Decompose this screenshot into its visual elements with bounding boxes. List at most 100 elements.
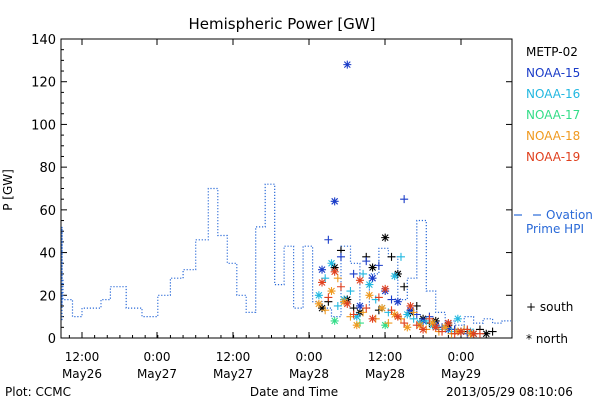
south-point [450, 329, 459, 338]
north-point [352, 312, 361, 321]
north-point [444, 319, 453, 328]
north-point [355, 276, 364, 285]
south-point [425, 314, 434, 323]
south-point [400, 319, 409, 328]
x-tick-date: May27 [213, 367, 253, 381]
x-tick-time: 0:00 [296, 350, 323, 364]
series-noaa-19 [318, 267, 484, 338]
north-point [330, 316, 339, 325]
south-point [384, 319, 393, 328]
x-tick-time: 12:00 [65, 350, 100, 364]
south-point [324, 293, 333, 302]
x-axis-label: Date and Time [250, 385, 338, 399]
north-point [441, 323, 450, 332]
x-tick-time: 12:00 [368, 350, 403, 364]
north-point [318, 278, 327, 287]
south-point [396, 252, 405, 261]
y-tick-label: 140 [31, 33, 56, 48]
north-point [406, 306, 415, 315]
legend-entry: NOAA-15 [526, 66, 580, 80]
x-tick-date: May27 [137, 367, 177, 381]
north-point [330, 267, 339, 276]
north-point [444, 325, 453, 334]
north-point [453, 314, 462, 323]
y-tick-label: 40 [39, 247, 56, 262]
series-metp-02 [318, 233, 497, 338]
south-point [321, 274, 330, 283]
ovation-label-line2: Prime HPI [526, 222, 584, 236]
north-point [314, 291, 323, 300]
north-point [393, 312, 402, 321]
north-point [340, 297, 349, 306]
north-point [365, 280, 374, 289]
south-point [349, 269, 358, 278]
south-point [374, 261, 383, 270]
south-point [324, 235, 333, 244]
south-point [475, 329, 484, 338]
legend-entry: NOAA-16 [526, 87, 580, 101]
north-point [343, 60, 352, 69]
x-tick-time: 0:00 [448, 350, 475, 364]
north-point [393, 269, 402, 278]
y-tick-label: 60 [39, 204, 56, 219]
south-point [349, 310, 358, 319]
north-point [428, 319, 437, 328]
north-point [403, 323, 412, 332]
south-point [333, 274, 342, 283]
footer-timestamp: 2013/05/29 08:10:06 [446, 385, 573, 399]
legend-entry: NOAA-18 [526, 129, 580, 143]
x-tick-time: 0:00 [144, 350, 171, 364]
south-point [463, 325, 472, 334]
north-point [368, 263, 377, 272]
south-point [362, 304, 371, 313]
north-point [318, 265, 327, 274]
north-point [314, 299, 323, 308]
north-point [327, 287, 336, 296]
x-tick-date: May26 [62, 367, 102, 381]
footer-credit: Plot: CCMC [5, 385, 71, 399]
north-point [327, 259, 336, 268]
y-axis: 0 20 40 60 80 100 120 140 [31, 33, 512, 347]
north-point [368, 314, 377, 323]
south-point [374, 293, 383, 302]
north-point [431, 323, 440, 332]
symbol-key-south: + south [526, 300, 573, 314]
series-noaa-17 [330, 316, 390, 330]
south-point [346, 287, 355, 296]
north-point [406, 301, 415, 310]
south-point [321, 306, 330, 315]
y-tick-label: 20 [39, 289, 56, 304]
north-point [431, 316, 440, 325]
x-tick-time: 12:00 [216, 350, 251, 364]
south-point [412, 321, 421, 330]
south-point [488, 327, 497, 336]
south-point [336, 282, 345, 291]
x-tick-date: May28 [365, 367, 405, 381]
south-point [359, 269, 368, 278]
data-series [61, 60, 511, 338]
y-tick-label: 100 [31, 118, 56, 133]
north-point [355, 301, 364, 310]
south-point [359, 308, 368, 317]
south-point [387, 306, 396, 315]
north-point [469, 329, 478, 338]
ovation-hpi-line [61, 183, 511, 326]
x-tick-date: May28 [289, 367, 329, 381]
y-tick-label: 0 [48, 332, 56, 347]
south-point [336, 252, 345, 261]
legend-entry: NOAA-17 [526, 108, 580, 122]
south-point [438, 327, 447, 336]
south-point [400, 195, 409, 204]
north-point [457, 327, 465, 336]
y-tick-label: 80 [39, 161, 56, 176]
legend: METP-02 NOAA-15 NOAA-16 NOAA-17 NOAA-18 NOAA-… [526, 45, 580, 164]
north-point [368, 274, 377, 283]
south-point [387, 252, 396, 261]
x-axis: 12:00 May26 0:00 May27 12:00 May27 0:00 May28 12… [62, 39, 481, 381]
y-tick-label: 120 [31, 76, 56, 91]
x-tick-date: May29 [441, 367, 481, 381]
north-point [330, 263, 339, 272]
south-point [400, 282, 409, 291]
chart-title: Hemispheric Power [GW] [189, 15, 376, 33]
south-point [387, 295, 396, 304]
